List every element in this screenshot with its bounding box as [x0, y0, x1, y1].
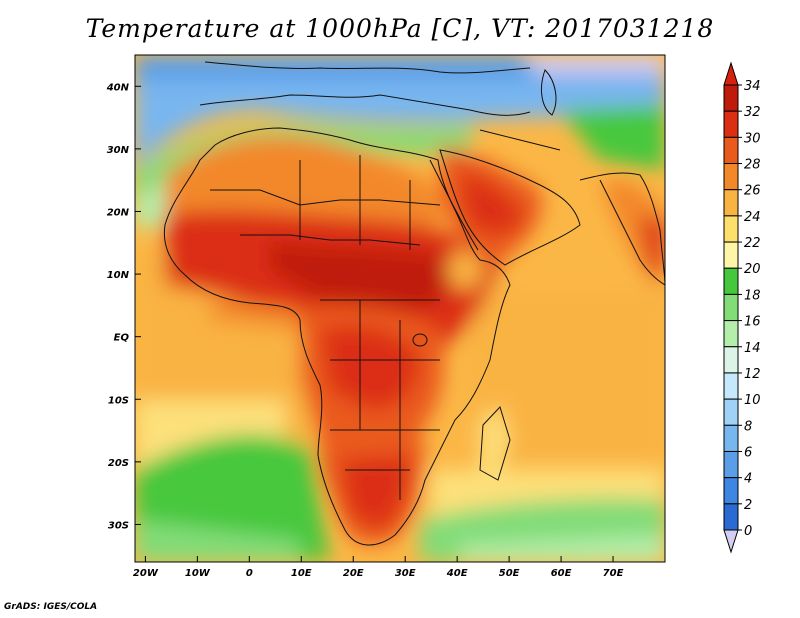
colorbar-label: 34: [744, 79, 761, 94]
colorbar-segment: [723, 372, 739, 400]
colorbar-label: 16: [744, 315, 761, 330]
credit-text: GrADS: IGES/COLA: [4, 602, 98, 612]
colorbar-label: 30: [744, 131, 761, 146]
colorbar-segment: [723, 503, 739, 531]
colorbar-segment: [723, 450, 739, 479]
y-tick-label: 20S: [108, 458, 129, 469]
colorbar-segment: [723, 267, 739, 295]
colorbar-label: 20: [744, 262, 761, 277]
colorbar-label: 6: [744, 445, 752, 460]
colorbar-segment: [723, 320, 739, 348]
colorbar-label: 8: [744, 419, 752, 434]
colorbar-segment: [723, 398, 739, 426]
colorbar-label: 4: [744, 472, 752, 487]
colorbar-segment: [723, 241, 739, 269]
x-tick-label: 30E: [395, 568, 416, 579]
colorbar-segment: [723, 189, 739, 217]
y-tick-label: 40N: [106, 82, 130, 93]
colorbar-above-arrow: [723, 61, 739, 86]
colorbar-segment: [723, 84, 739, 112]
colorbar-segment: [723, 110, 739, 138]
y-tick-label: 30S: [108, 520, 129, 531]
colorbar-segment: [723, 163, 739, 191]
y-tick-label: 20N: [107, 207, 130, 218]
x-tick-label: 10E: [291, 568, 312, 579]
x-tick-label: 60E: [551, 568, 572, 579]
colorbar-label: 12: [744, 367, 761, 382]
colorbar-label: 32: [744, 105, 761, 120]
colorbar-label: 26: [744, 184, 761, 199]
colorbar-label: 14: [744, 341, 761, 356]
x-tick-label: 20E: [343, 568, 364, 579]
x-tick-label: 70E: [603, 568, 624, 579]
colorbar-segment: [723, 477, 739, 505]
colorbar-label: 0: [744, 524, 752, 539]
x-tick-label: 20W: [133, 568, 159, 579]
x-tick-label: 40E: [446, 568, 468, 579]
colorbar-label: 2: [744, 498, 752, 513]
y-tick-label: 10S: [108, 395, 129, 406]
colorbar-label: 28: [744, 158, 761, 173]
coastlines: [163, 61, 665, 546]
map-frame: [134, 54, 666, 563]
colorbar-segment: [723, 293, 739, 322]
colorbar-label: 24: [744, 210, 761, 225]
colorbar-segment: [723, 346, 739, 374]
x-tick-label: 0: [246, 568, 253, 579]
chart-title: Temperature at 1000hPa [C], VT: 20170312…: [85, 14, 715, 43]
map-plot-area: [135, 55, 665, 562]
x-tick-label: 50E: [499, 568, 520, 579]
temperature-shading: [135, 55, 665, 562]
colorbar-below-arrow: [723, 529, 739, 554]
y-axis: 40N 30N 20N 10N EQ 10S 20S 30S: [106, 82, 141, 531]
colorbar-label: 10: [744, 393, 761, 408]
colorbar-segment: [723, 215, 739, 243]
colorbar-label: 22: [744, 236, 761, 251]
y-tick-label: 30N: [107, 145, 130, 156]
colorbar-label: 18: [744, 288, 761, 303]
x-tick-label: 10W: [185, 568, 211, 579]
colorbar-segment: [723, 424, 739, 452]
x-axis: 20W 10W 0 10E 20E 30E 40E 50E 60E 70E: [133, 556, 624, 579]
colorbar-segment: [723, 136, 739, 165]
y-tick-label: EQ: [114, 333, 130, 344]
y-tick-label: 10N: [107, 270, 130, 281]
